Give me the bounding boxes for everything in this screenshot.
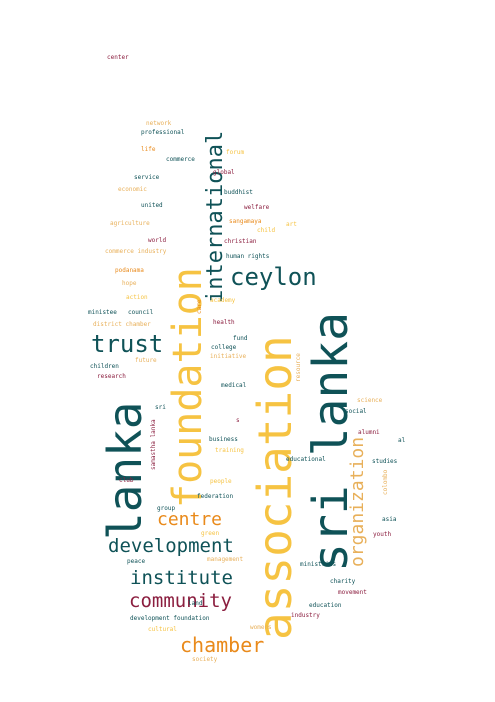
word-people: people bbox=[210, 478, 232, 485]
word-buddhist: buddhist bbox=[224, 189, 253, 196]
word-fund: fund bbox=[233, 335, 248, 342]
word-studies: studies bbox=[372, 458, 398, 465]
word-life: life bbox=[141, 146, 156, 153]
word-care: care bbox=[196, 299, 203, 314]
word-movement: movement bbox=[338, 589, 367, 596]
word-science: science bbox=[357, 397, 383, 404]
word-club: club bbox=[119, 477, 134, 484]
word-cultural: cultural bbox=[148, 626, 177, 633]
word-womens: womens bbox=[250, 624, 272, 631]
word-professional: professional bbox=[141, 129, 185, 136]
word-council: council bbox=[128, 309, 154, 316]
word-development: development bbox=[108, 535, 234, 557]
word-ministries: ministries bbox=[300, 561, 337, 568]
word-samastha-lanka: samastha lanka bbox=[150, 419, 157, 470]
word-asia: asia bbox=[382, 516, 397, 523]
word-group: group bbox=[157, 505, 176, 512]
word-network: network bbox=[146, 120, 172, 127]
word-ceylon: ceylon bbox=[230, 263, 317, 291]
word-united: united bbox=[141, 202, 163, 209]
word-colombo: colombo bbox=[382, 469, 389, 495]
word-green: green bbox=[201, 530, 220, 537]
word-education: education bbox=[309, 602, 342, 609]
word-medical: medical bbox=[221, 382, 247, 389]
word-welfare: welfare bbox=[244, 204, 270, 211]
word-institute: institute bbox=[130, 567, 233, 589]
word-community: community bbox=[129, 590, 232, 612]
word-training: training bbox=[215, 447, 244, 454]
word-international: international bbox=[203, 130, 228, 303]
word-district-chamber: district chamber bbox=[93, 321, 151, 328]
word-industry: industry bbox=[291, 612, 320, 619]
word-world: world bbox=[148, 237, 167, 244]
word-christian: christian bbox=[224, 238, 257, 245]
word-land: land bbox=[188, 600, 203, 607]
word-college: college bbox=[211, 344, 237, 351]
word-lanka: lanka bbox=[98, 401, 152, 540]
word-management: management bbox=[207, 556, 244, 563]
word-children: children bbox=[90, 363, 119, 370]
word-ministee: ministee bbox=[88, 309, 117, 316]
word-commerce-industry: commerce industry bbox=[105, 248, 167, 255]
word-sri: sri bbox=[155, 404, 166, 411]
word-development-foundation: development foundation bbox=[130, 615, 210, 622]
word-academy: academy bbox=[210, 297, 236, 304]
word-child: child bbox=[257, 227, 276, 234]
word-youth: youth bbox=[373, 531, 392, 538]
word-centre: centre bbox=[157, 509, 223, 530]
word-global: global bbox=[213, 169, 235, 176]
word-forum: forum bbox=[226, 149, 245, 156]
word-peace: peace bbox=[127, 558, 146, 565]
word-commerce: commerce bbox=[166, 156, 195, 163]
word-association: association bbox=[248, 335, 302, 640]
word-art: art bbox=[286, 221, 297, 228]
word-hope: hope bbox=[122, 280, 137, 287]
word-alumni: alumni bbox=[358, 429, 380, 436]
word-social: social bbox=[345, 408, 367, 415]
word-s: s bbox=[236, 417, 240, 424]
word-health: health bbox=[213, 319, 235, 326]
word-business: business bbox=[209, 436, 238, 443]
word-service: service bbox=[134, 174, 160, 181]
word-human-rights: human rights bbox=[226, 253, 270, 260]
word-future: future bbox=[135, 357, 157, 364]
word-economic: economic bbox=[118, 186, 147, 193]
word-trust: trust bbox=[91, 330, 164, 358]
word-charity: charity bbox=[330, 578, 356, 585]
word-agriculture: agriculture bbox=[110, 220, 150, 227]
word-al: al bbox=[398, 437, 406, 444]
word-research: research bbox=[97, 373, 126, 380]
word-resource: resource bbox=[295, 353, 302, 382]
word-chamber: chamber bbox=[180, 633, 265, 657]
word-podanama: podanama bbox=[115, 267, 144, 274]
word-society: society bbox=[192, 656, 218, 663]
word-organization: organization bbox=[347, 436, 368, 567]
word-center: center bbox=[107, 54, 129, 61]
word-initiative: initiative bbox=[210, 353, 247, 360]
word-sangamaya: sangamaya bbox=[229, 218, 262, 225]
word-educational: educational bbox=[286, 456, 326, 463]
word-action: action bbox=[126, 294, 148, 301]
word-federation: federation bbox=[197, 493, 234, 500]
